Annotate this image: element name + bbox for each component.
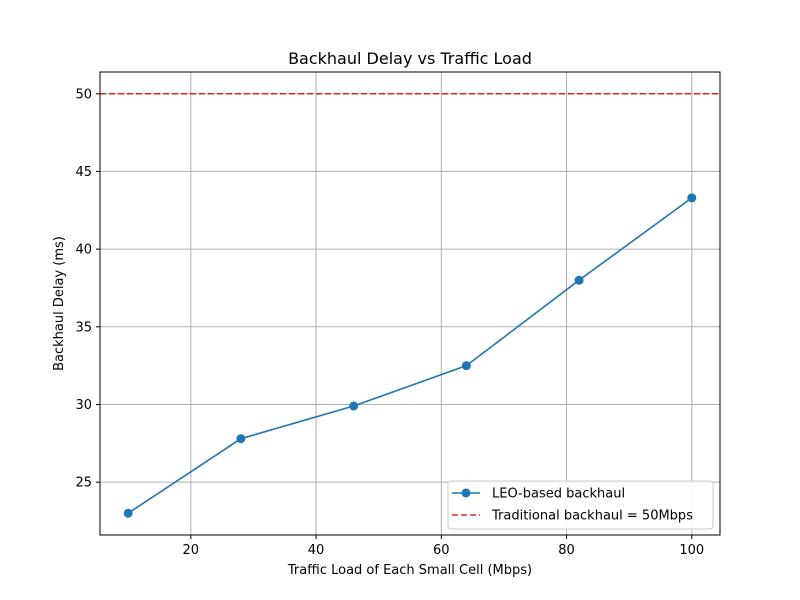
y-tick-label: 30 [75,398,92,413]
y-tick-label: 25 [75,476,92,491]
y-tick-label: 50 [75,87,92,102]
chart-title: Backhaul Delay vs Traffic Load [288,49,532,68]
x-tick-label: 100 [679,543,704,558]
data-point [461,361,471,371]
y-axis-label: Backhaul Delay (ms) [52,236,67,371]
legend-box [447,480,714,530]
series-layer [123,193,697,518]
x-axis-ticks: 20 40 60 80 100 [183,535,704,558]
data-point [349,401,359,411]
x-tick-label: 60 [433,543,450,558]
y-axis-ticks: 25 30 35 40 45 50 [75,87,100,491]
legend-label-leo: LEO-based backhaul [492,487,625,502]
data-point [687,193,697,203]
x-tick-label: 20 [183,543,200,558]
legend-marker-leo [461,488,471,498]
x-tick-label: 80 [558,543,575,558]
y-tick-label: 40 [75,243,92,258]
legend-label-traditional: Traditional backhaul = 50Mbps [491,509,693,524]
series-line-leo [127,197,693,514]
plot-frame [99,71,721,536]
x-tick-label: 40 [308,543,325,558]
data-point [236,434,246,444]
x-axis-label: Traffic Load of Each Small Cell (Mbps) [287,563,532,578]
y-tick-label: 35 [75,320,92,335]
y-tick-label: 45 [75,165,92,180]
data-point [574,275,584,285]
data-point [123,508,133,518]
legend: LEO-based backhaul Traditional backhaul … [447,480,714,530]
